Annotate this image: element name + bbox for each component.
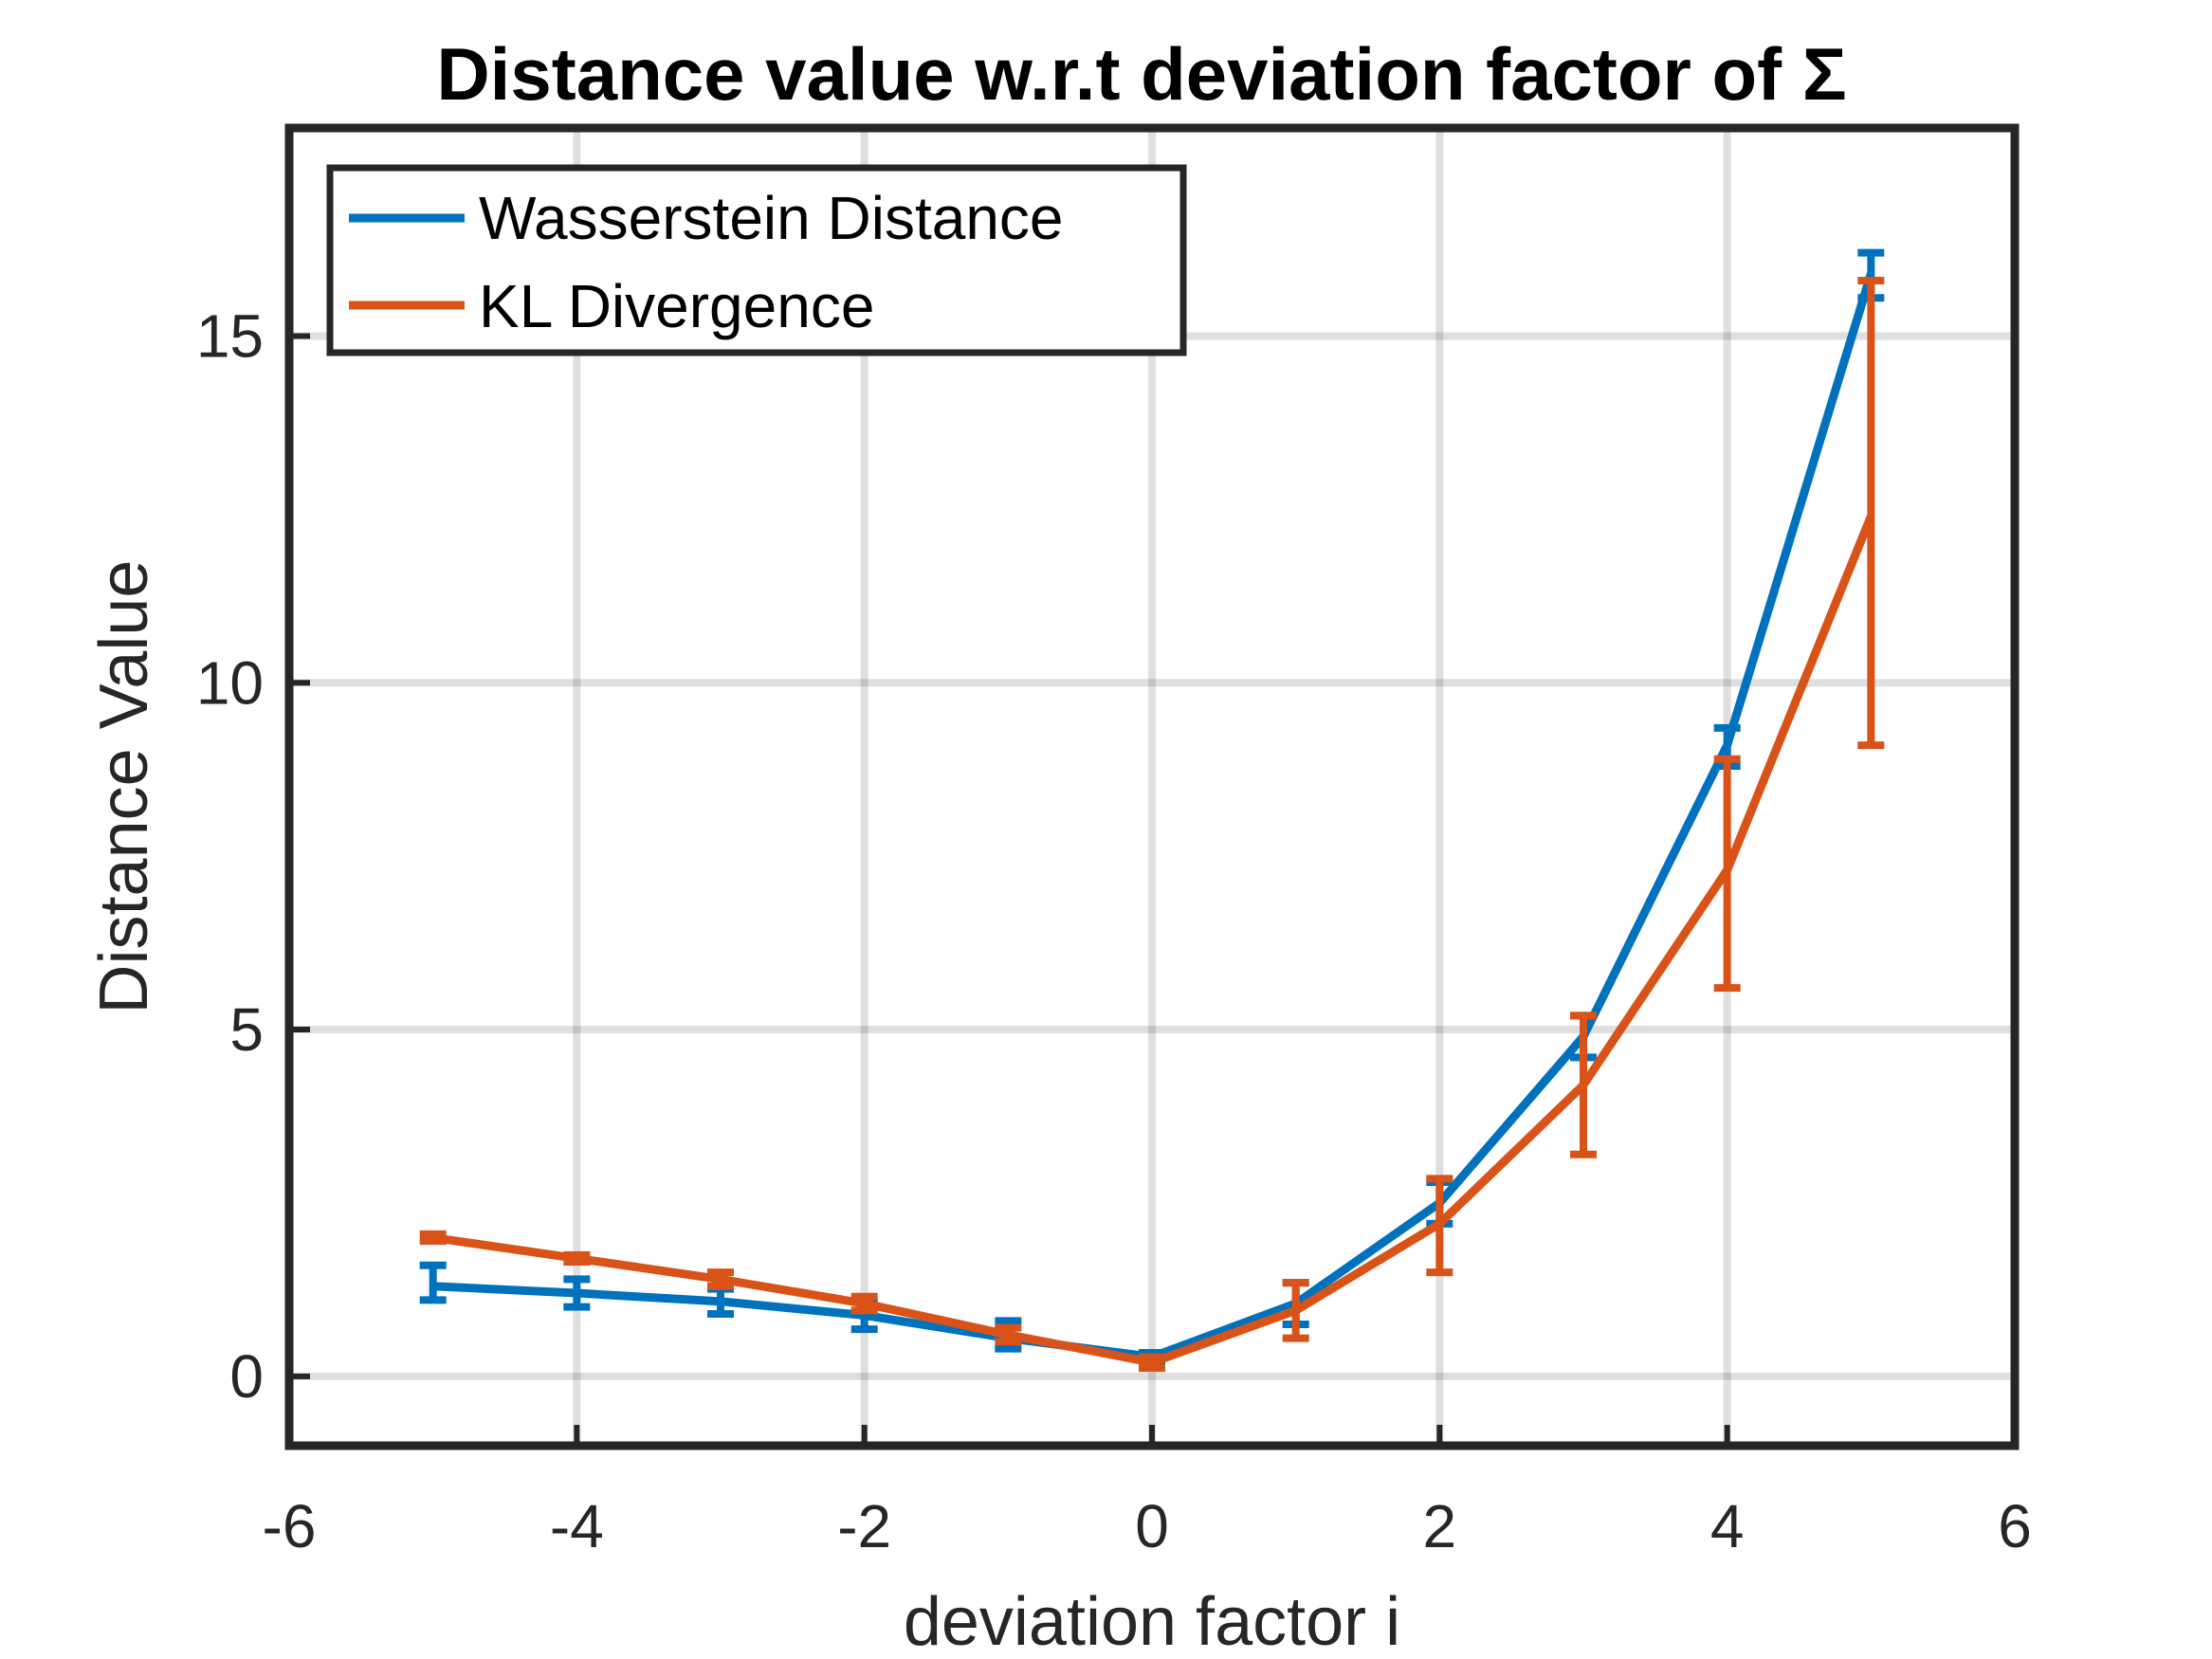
ticks: -6 -4 -2 0 2 4 6 0 5 10 15 <box>196 301 2032 1560</box>
series-layer <box>419 248 1885 1373</box>
y-axis-title: Distance Value <box>86 560 162 1014</box>
x-tick-label: 6 <box>1998 1492 2032 1560</box>
legend-label-kl: KL Divergence <box>479 272 874 340</box>
x-tick-label: -4 <box>550 1492 604 1560</box>
y-tick-label: 0 <box>229 1342 264 1411</box>
x-tick-label: 2 <box>1423 1492 1457 1560</box>
x-tick-label: 4 <box>1710 1492 1745 1560</box>
x-axis-title: deviation factor i <box>904 1584 1400 1659</box>
y-tick-label: 15 <box>196 301 264 370</box>
y-tick-label: 10 <box>196 648 264 717</box>
x-tick-label: 0 <box>1135 1492 1169 1560</box>
series-1 <box>419 276 1885 1373</box>
legend-box <box>326 164 1187 356</box>
x-tick-label: -2 <box>837 1492 891 1560</box>
legend-label-wasserstein: Wasserstein Distance <box>479 184 1064 252</box>
legend: Wasserstein Distance KL Divergence <box>326 164 1187 356</box>
x-tick-label: -6 <box>263 1492 317 1560</box>
y-tick-label: 5 <box>229 995 264 1064</box>
chart-title: Distance value w.r.t deviation factor of… <box>436 32 1846 116</box>
